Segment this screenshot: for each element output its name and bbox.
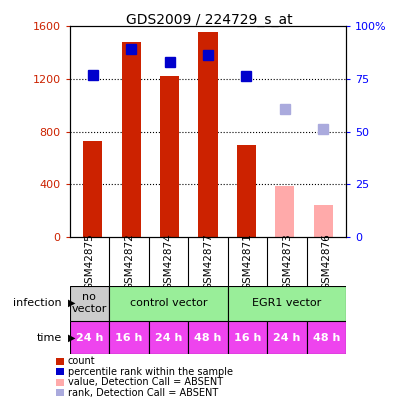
Text: no
vector: no vector: [72, 292, 107, 314]
Text: ▶: ▶: [68, 298, 76, 308]
Text: GSM42874: GSM42874: [164, 233, 174, 290]
Text: GSM42877: GSM42877: [203, 233, 213, 290]
Text: value, Detection Call = ABSENT: value, Detection Call = ABSENT: [68, 377, 223, 387]
Text: 24 h: 24 h: [76, 333, 103, 343]
Bar: [314, 205, 333, 237]
Bar: [70, 321, 109, 354]
Bar: [83, 141, 102, 237]
Text: EGR1 vector: EGR1 vector: [252, 298, 322, 308]
Bar: [149, 321, 188, 354]
Bar: [228, 321, 267, 354]
Text: 16 h: 16 h: [234, 333, 261, 343]
Bar: [275, 185, 295, 237]
Bar: [121, 42, 141, 237]
Text: rank, Detection Call = ABSENT: rank, Detection Call = ABSENT: [68, 388, 218, 398]
Bar: [237, 145, 256, 237]
Bar: [160, 76, 179, 237]
Text: GSM42875: GSM42875: [84, 233, 94, 290]
Text: GSM42876: GSM42876: [322, 233, 332, 290]
Bar: [188, 321, 228, 354]
Text: infection: infection: [13, 298, 62, 308]
Bar: [198, 32, 218, 237]
Text: time: time: [37, 333, 62, 343]
Bar: [70, 286, 109, 321]
Text: count: count: [68, 356, 95, 366]
Text: GSM42872: GSM42872: [124, 233, 134, 290]
Bar: [109, 286, 228, 321]
Text: 24 h: 24 h: [155, 333, 182, 343]
Text: 48 h: 48 h: [194, 333, 222, 343]
Text: 24 h: 24 h: [273, 333, 300, 343]
Text: control vector: control vector: [130, 298, 207, 308]
Text: 16 h: 16 h: [115, 333, 142, 343]
Text: GDS2009 / 224729_s_at: GDS2009 / 224729_s_at: [126, 13, 292, 27]
Bar: [267, 321, 307, 354]
Text: percentile rank within the sample: percentile rank within the sample: [68, 367, 233, 377]
Bar: [109, 321, 149, 354]
Bar: [307, 321, 346, 354]
Text: GSM42871: GSM42871: [242, 233, 252, 290]
Text: 48 h: 48 h: [313, 333, 340, 343]
Text: ▶: ▶: [68, 333, 76, 343]
Bar: [228, 286, 346, 321]
Text: GSM42873: GSM42873: [282, 233, 292, 290]
